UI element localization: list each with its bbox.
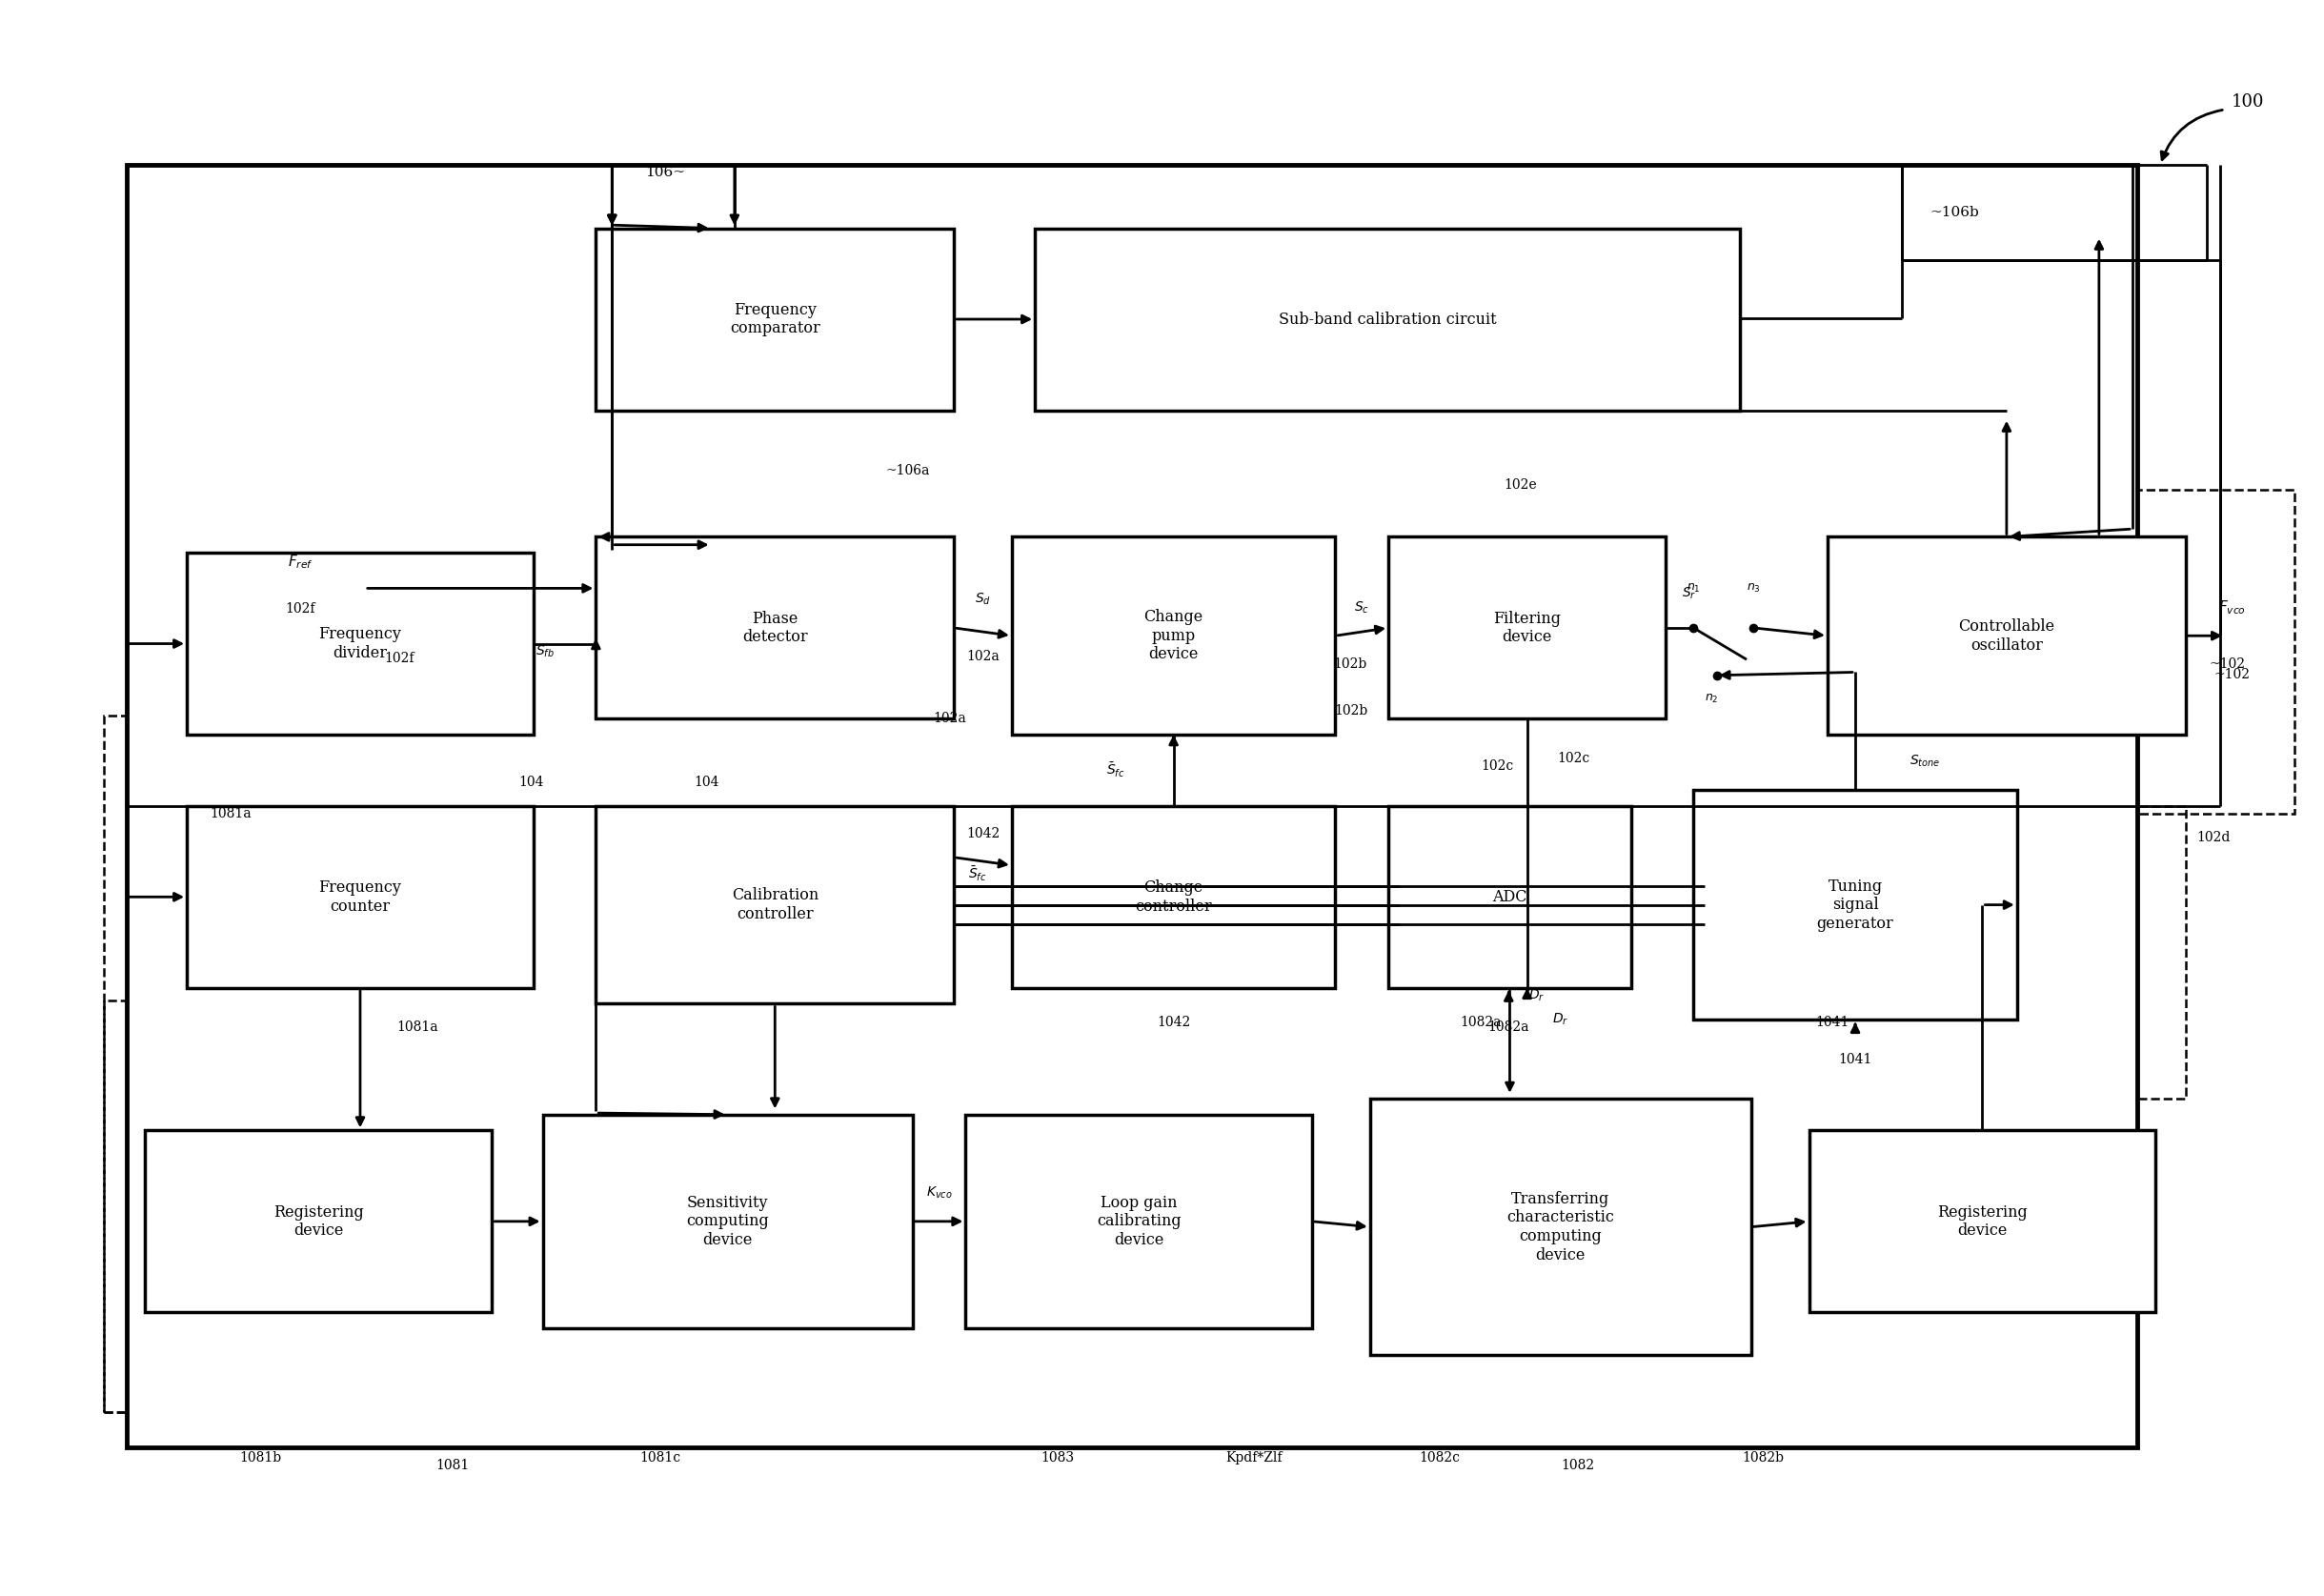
Text: 104: 104 [695, 776, 720, 788]
Text: Filtering
device: Filtering device [1494, 610, 1562, 645]
Text: 1041: 1041 [1838, 1052, 1873, 1066]
Text: Phase
detector: Phase detector [741, 610, 809, 645]
Text: $S_{fb}$: $S_{fb}$ [535, 643, 555, 659]
FancyBboxPatch shape [544, 1114, 913, 1328]
Text: ~102: ~102 [2215, 667, 2250, 681]
Text: $F_{ref}$: $F_{ref}$ [288, 552, 314, 570]
FancyBboxPatch shape [1694, 790, 2017, 1020]
FancyBboxPatch shape [1387, 536, 1666, 718]
Text: $S_d$: $S_d$ [974, 592, 990, 606]
Text: $S_c$: $S_c$ [1355, 600, 1369, 614]
Text: Change
pump
device: Change pump device [1143, 610, 1204, 662]
Text: $S_{tone}$: $S_{tone}$ [1910, 753, 1941, 769]
Text: $F_{vco}$: $F_{vco}$ [2217, 598, 2245, 616]
FancyBboxPatch shape [1011, 806, 1336, 988]
Text: Controllable
oscillator: Controllable oscillator [1959, 618, 2054, 653]
Text: $n_1$: $n_1$ [1687, 583, 1701, 595]
Text: $\bar{S}_{fc}$: $\bar{S}_{fc}$ [967, 865, 985, 883]
Text: 102c: 102c [1480, 760, 1513, 772]
Text: 102f: 102f [383, 653, 414, 666]
Text: 1081: 1081 [437, 1459, 469, 1473]
Text: 1081c: 1081c [639, 1451, 681, 1465]
Text: 102d: 102d [2196, 832, 2231, 844]
Text: 1081b: 1081b [239, 1451, 281, 1465]
Text: 102e: 102e [1504, 477, 1536, 492]
FancyBboxPatch shape [186, 552, 535, 734]
Text: 100: 100 [2231, 93, 2264, 110]
Text: 106~: 106~ [646, 166, 686, 179]
Text: 102c: 102c [1557, 752, 1590, 764]
Text: 102b: 102b [1334, 658, 1367, 670]
FancyBboxPatch shape [146, 1130, 493, 1312]
FancyBboxPatch shape [1827, 536, 2185, 734]
Text: Frequency
divider: Frequency divider [318, 626, 402, 661]
FancyBboxPatch shape [1369, 1098, 1752, 1355]
Text: 1082c: 1082c [1420, 1451, 1459, 1465]
Text: 1082b: 1082b [1741, 1451, 1785, 1465]
Text: Frequency
comparator: Frequency comparator [730, 302, 820, 337]
Text: 1082a: 1082a [1487, 1021, 1529, 1034]
Text: Registering
device: Registering device [1938, 1203, 2027, 1238]
Text: 1083: 1083 [1041, 1451, 1074, 1465]
Text: Sensitivity
computing
device: Sensitivity computing device [686, 1195, 769, 1248]
FancyBboxPatch shape [1011, 536, 1336, 734]
Text: 102a: 102a [967, 650, 999, 662]
FancyBboxPatch shape [128, 164, 2138, 1448]
FancyBboxPatch shape [595, 806, 955, 1004]
Text: $n_2$: $n_2$ [1706, 693, 1720, 705]
Text: Change
controller: Change controller [1134, 879, 1211, 915]
Text: 1082a: 1082a [1459, 1017, 1501, 1029]
FancyBboxPatch shape [964, 1114, 1313, 1328]
Text: $n_3$: $n_3$ [1748, 583, 1762, 595]
Text: Registering
device: Registering device [274, 1203, 365, 1238]
Text: 102b: 102b [1334, 704, 1369, 718]
Text: Calibration
controller: Calibration controller [732, 887, 818, 922]
Text: Sub-band calibration circuit: Sub-band calibration circuit [1278, 311, 1497, 327]
FancyBboxPatch shape [1034, 228, 1741, 410]
FancyBboxPatch shape [186, 806, 535, 988]
Text: 1042: 1042 [967, 827, 999, 839]
Text: 1082: 1082 [1562, 1459, 1594, 1473]
Text: $K_{vco}$: $K_{vco}$ [925, 1186, 953, 1200]
Text: ~102: ~102 [2210, 658, 2245, 670]
Text: Frequency
counter: Frequency counter [318, 879, 402, 915]
Text: 1042: 1042 [1157, 1017, 1190, 1029]
Text: $\bar{S}_{fc}$: $\bar{S}_{fc}$ [1106, 761, 1125, 779]
Text: 102f: 102f [286, 602, 316, 616]
Text: 1081a: 1081a [397, 1021, 439, 1034]
FancyBboxPatch shape [595, 536, 955, 718]
Text: ~106a: ~106a [885, 464, 930, 477]
Text: 102a: 102a [932, 712, 967, 726]
FancyBboxPatch shape [1387, 806, 1631, 988]
Text: 1041: 1041 [1815, 1017, 1850, 1029]
Text: Loop gain
calibrating
device: Loop gain calibrating device [1097, 1195, 1181, 1248]
FancyBboxPatch shape [595, 228, 955, 410]
Text: ADC: ADC [1492, 889, 1527, 905]
Text: 1081a: 1081a [209, 808, 251, 820]
Text: ~106b: ~106b [1929, 206, 1980, 219]
Text: 104: 104 [518, 776, 544, 788]
Text: $S_r$: $S_r$ [1683, 586, 1697, 600]
Text: $D_r$: $D_r$ [1529, 988, 1545, 1004]
Text: $D_r$: $D_r$ [1552, 1012, 1569, 1028]
FancyBboxPatch shape [1808, 1130, 2157, 1312]
Text: Tuning
signal
generator: Tuning signal generator [1817, 878, 1894, 932]
Text: Transferring
characteristic
computing
device: Transferring characteristic computing de… [1506, 1191, 1615, 1262]
Text: Kpdf*Zlf: Kpdf*Zlf [1227, 1451, 1283, 1465]
